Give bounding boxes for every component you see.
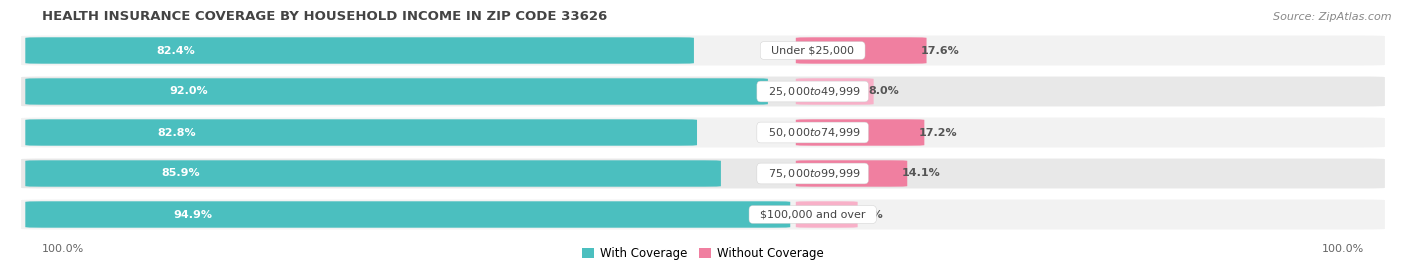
Text: 94.9%: 94.9%	[174, 210, 212, 220]
Text: 8.0%: 8.0%	[868, 87, 898, 97]
FancyBboxPatch shape	[25, 78, 768, 105]
Text: $100,000 and over: $100,000 and over	[754, 210, 872, 220]
Text: 82.8%: 82.8%	[157, 128, 195, 137]
FancyBboxPatch shape	[796, 119, 924, 146]
Text: $50,000 to $74,999: $50,000 to $74,999	[761, 126, 865, 139]
Text: Under $25,000: Under $25,000	[765, 45, 860, 55]
Text: 100.0%: 100.0%	[1322, 244, 1364, 254]
Legend: With Coverage, Without Coverage: With Coverage, Without Coverage	[578, 242, 828, 265]
FancyBboxPatch shape	[25, 201, 790, 228]
FancyBboxPatch shape	[796, 78, 873, 105]
FancyBboxPatch shape	[21, 158, 1385, 189]
FancyBboxPatch shape	[21, 200, 1385, 229]
Text: $75,000 to $99,999: $75,000 to $99,999	[761, 167, 865, 180]
FancyBboxPatch shape	[21, 36, 1385, 65]
FancyBboxPatch shape	[25, 37, 695, 64]
Text: $25,000 to $49,999: $25,000 to $49,999	[761, 85, 865, 98]
Text: 100.0%: 100.0%	[42, 244, 84, 254]
Text: 82.4%: 82.4%	[156, 45, 195, 55]
Text: 5.1%: 5.1%	[852, 210, 883, 220]
Text: 17.6%: 17.6%	[921, 45, 960, 55]
Text: 85.9%: 85.9%	[162, 168, 200, 179]
Text: Source: ZipAtlas.com: Source: ZipAtlas.com	[1274, 12, 1392, 22]
FancyBboxPatch shape	[796, 201, 858, 228]
FancyBboxPatch shape	[25, 119, 697, 146]
FancyBboxPatch shape	[21, 77, 1385, 107]
Text: 17.2%: 17.2%	[918, 128, 957, 137]
Text: HEALTH INSURANCE COVERAGE BY HOUSEHOLD INCOME IN ZIP CODE 33626: HEALTH INSURANCE COVERAGE BY HOUSEHOLD I…	[42, 10, 607, 23]
FancyBboxPatch shape	[796, 37, 927, 64]
FancyBboxPatch shape	[796, 160, 907, 187]
FancyBboxPatch shape	[25, 160, 721, 187]
Text: 92.0%: 92.0%	[170, 87, 208, 97]
Text: 14.1%: 14.1%	[901, 168, 941, 179]
FancyBboxPatch shape	[21, 118, 1385, 147]
